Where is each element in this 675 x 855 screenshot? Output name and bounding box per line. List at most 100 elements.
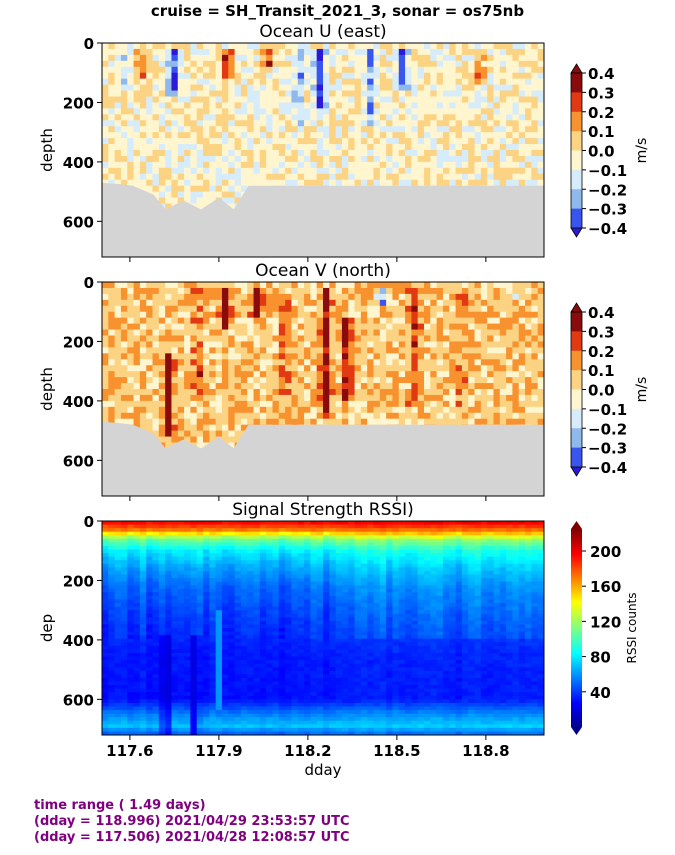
- field-cell: [228, 353, 236, 360]
- field-cell: [139, 347, 147, 354]
- field-cell: [436, 72, 444, 80]
- field-cell: [518, 359, 526, 366]
- field-cell: [247, 377, 255, 384]
- field-cell: [379, 108, 387, 115]
- field-cell: [247, 311, 255, 319]
- field-cell: [442, 90, 450, 98]
- field-cell: [417, 383, 425, 390]
- field-cell: [360, 126, 368, 133]
- field-cell: [405, 66, 412, 74]
- field-cell: [215, 383, 223, 390]
- field-cell: [329, 96, 337, 104]
- field-cell: [272, 293, 280, 301]
- field-cell: [221, 323, 229, 331]
- field-cell: [417, 329, 425, 337]
- field-cell: [291, 60, 299, 68]
- field-cell: [424, 114, 431, 121]
- field-cell: [386, 114, 394, 121]
- field-cell: [367, 377, 375, 384]
- field-cell: [114, 293, 122, 301]
- field-cell: [474, 120, 482, 127]
- field-cell: [221, 54, 229, 62]
- field-cell: [127, 282, 135, 289]
- field-cell: [247, 335, 255, 343]
- field-cell: [360, 406, 368, 414]
- field-cell: [335, 60, 343, 68]
- field-cell: [158, 305, 166, 313]
- field-cell: [102, 72, 109, 80]
- field-cell: [436, 406, 444, 414]
- field-cell: [461, 371, 469, 378]
- field-cell: [253, 96, 261, 104]
- field-cell: [525, 347, 532, 354]
- field-cell: [518, 78, 526, 86]
- field-cell: [480, 90, 488, 98]
- field-cell: [442, 418, 450, 426]
- field-cell: [392, 293, 400, 301]
- field-cell: [386, 78, 394, 86]
- field-cell: [234, 179, 242, 187]
- field-cell: [228, 179, 236, 187]
- field-cell: [228, 66, 236, 74]
- field-cell: [133, 167, 141, 175]
- field-cell: [203, 60, 210, 68]
- field-cell: [139, 66, 147, 74]
- field-cell: [177, 353, 185, 360]
- field-cell: [436, 150, 444, 157]
- field-cell: [341, 383, 349, 390]
- field-cell: [234, 138, 242, 145]
- field-cell: [285, 102, 293, 109]
- field-cell: [165, 365, 173, 372]
- field-cell: [291, 72, 299, 80]
- field-cell: [316, 144, 324, 151]
- field-cell: [455, 161, 463, 169]
- field-cell: [196, 293, 204, 301]
- field-cell: [354, 78, 362, 86]
- field-cell: [398, 48, 406, 56]
- field-cell: [518, 179, 526, 187]
- field-cell: [341, 329, 349, 337]
- field-cell: [430, 282, 438, 289]
- field-cell: [329, 293, 337, 301]
- field-cell: [417, 54, 425, 62]
- field-cell: [272, 84, 280, 92]
- field-cell: [297, 43, 305, 50]
- field-cell: [335, 54, 343, 62]
- field-cell: [436, 60, 444, 68]
- field-cell: [190, 383, 198, 390]
- field-cell: [108, 317, 116, 325]
- field-cell: [468, 329, 476, 337]
- field-cell: [373, 78, 381, 86]
- field-cell: [531, 78, 539, 86]
- field-cell: [177, 102, 185, 109]
- field-cell: [379, 78, 387, 86]
- field-cell: [386, 406, 394, 414]
- field-cell: [234, 173, 242, 181]
- field-cell: [146, 179, 154, 187]
- field-cell: [304, 173, 311, 181]
- field-cell: [417, 341, 425, 348]
- field-cell: [253, 353, 261, 360]
- field-cell: [259, 54, 267, 62]
- field-cell: [259, 72, 267, 80]
- field-cell: [190, 108, 198, 115]
- field-cell: [430, 179, 438, 187]
- field-cell: [228, 161, 236, 169]
- field-cell: [127, 377, 135, 384]
- field-cell: [247, 66, 255, 74]
- field-cell: [114, 102, 122, 109]
- field-cell: [203, 371, 210, 378]
- field-cell: [266, 371, 274, 378]
- panel-1: Ocean U (east)0200400600depth0.40.30.20.…: [38, 22, 650, 262]
- field-cell: [461, 400, 469, 408]
- field-cell: [468, 60, 476, 68]
- field-cell: [386, 323, 394, 331]
- field-cell: [316, 305, 324, 313]
- field-cell: [139, 48, 147, 56]
- field-cell: [455, 144, 463, 151]
- field-cell: [196, 96, 204, 104]
- field-cell: [203, 54, 210, 62]
- field-cell: [291, 341, 299, 348]
- field-cell: [285, 72, 293, 80]
- field-cell: [108, 341, 116, 348]
